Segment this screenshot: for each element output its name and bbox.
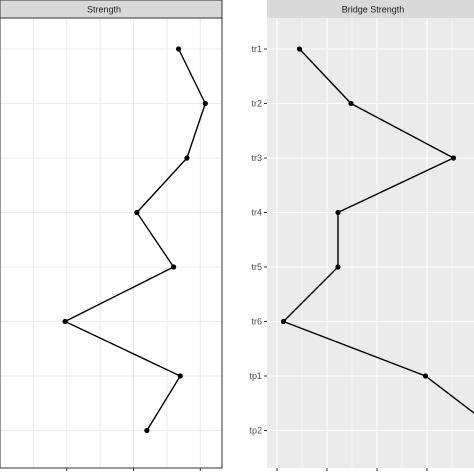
bridge-strength-line: [282, 48, 474, 414]
strength-series: [62, 46, 208, 434]
bridge-strength-facet: Bridge Strength tr1 tr2 tr3 tr4 tr5 tr6 tp1 tp2…: [249, 0, 474, 471]
strength-point: [170, 264, 177, 270]
bridge-strength-point: [450, 155, 457, 161]
strength-point: [144, 427, 150, 434]
y-tick-label: tr5: [251, 262, 262, 272]
strength-x-axis: 0.40.81.2: [66, 468, 201, 471]
bridge-strength-y-axis: tr1 tr2 tr3 tr4 tr5 tr6 tp1 tp2: [249, 44, 267, 436]
strength-point: [176, 46, 182, 52]
y-tick-label: tr6: [251, 317, 262, 327]
bridge-strength-plot-area: [267, 18, 474, 468]
strength-point: [202, 100, 208, 107]
bridge-strength-facet-title: Bridge Strength: [342, 5, 405, 15]
bridge-strength-point: [335, 264, 341, 270]
y-tick-label: tr1: [251, 44, 262, 54]
bridge-strength-strip: [267, 0, 474, 18]
bridge-strength-series: [280, 46, 474, 414]
strength-point: [177, 373, 183, 379]
bridge-strength-point: [335, 209, 341, 216]
strength-point: [134, 209, 140, 216]
y-tick-label: tp1: [249, 371, 262, 381]
strength-point: [184, 155, 190, 161]
bridge-strength-grid: [267, 18, 474, 468]
y-tick-label: tr3: [251, 153, 262, 163]
strength-point: [62, 318, 68, 325]
strength-facet-title: Strength: [87, 5, 121, 15]
y-tick-label: tp2: [249, 426, 262, 436]
bridge-strength-point: [422, 373, 429, 379]
y-tick-label: tr4: [251, 208, 262, 218]
bridge-strength-point: [280, 318, 287, 325]
bridge-strength-x-axis: 0.00.10.20.30.4: [276, 468, 428, 471]
strength-line: [63, 48, 207, 431]
strength-plot-area: [0, 17, 223, 469]
strength-grid: [0, 18, 222, 468]
strength-facet: Strength 0.40.81.2: [0, 0, 223, 471]
bridge-strength-point: [296, 46, 303, 52]
bridge-strength-point: [348, 100, 354, 107]
y-tick-label: tr2: [251, 99, 262, 109]
